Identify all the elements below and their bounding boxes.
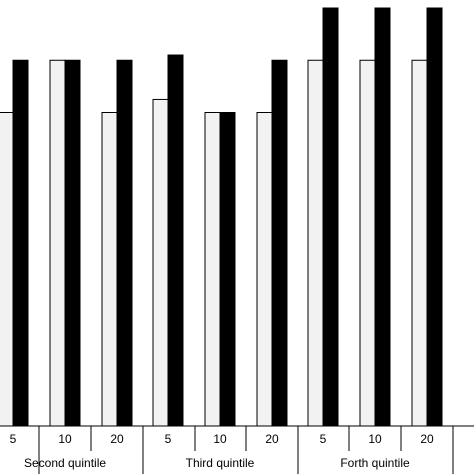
bar-series1-cat2 <box>49 59 66 427</box>
category-tick-label: 10 <box>58 432 72 446</box>
bar-series1-cat6 <box>256 112 273 427</box>
tick-layer: 5 10 20 5 10 20 5 10 20 <box>10 426 454 474</box>
bar-series1-cat8 <box>359 59 376 427</box>
bar-series2-cat5 <box>219 112 236 427</box>
category-tick-label: 5 <box>10 432 17 446</box>
bar-series1-cat1 <box>0 112 14 427</box>
category-tick-label: 5 <box>320 432 327 446</box>
bar-series1-cat5 <box>204 112 221 427</box>
bar-series2-cat1 <box>12 59 29 427</box>
bar-series2-cat7 <box>322 7 339 427</box>
bar-series2-cat3 <box>116 59 133 427</box>
bar-series1-cat3 <box>101 112 118 427</box>
bars-layer <box>0 7 443 427</box>
category-tick-label: 20 <box>110 432 124 446</box>
bar-series1-cat7 <box>307 59 324 427</box>
bar-series2-cat2 <box>64 59 81 427</box>
category-tick-label: 20 <box>420 432 434 446</box>
category-tick-label: 10 <box>213 432 227 446</box>
bar-series2-cat4 <box>167 54 184 427</box>
bar-series1-cat4 <box>152 98 169 427</box>
group-label-layer: Second quintile Third quintile Forth quint… <box>24 456 410 470</box>
category-tick-label: 20 <box>265 432 279 446</box>
bar-series2-cat8 <box>374 7 391 427</box>
bar-series2-cat9 <box>426 7 443 427</box>
group-label: Forth quintile <box>340 456 410 470</box>
group-label: Third quintile <box>186 456 255 470</box>
group-label: Second quintile <box>24 456 106 470</box>
bar-series2-cat6 <box>271 59 288 427</box>
category-tick-label: 5 <box>165 432 172 446</box>
bar-series1-cat9 <box>411 59 428 427</box>
category-tick-label: 10 <box>368 432 382 446</box>
